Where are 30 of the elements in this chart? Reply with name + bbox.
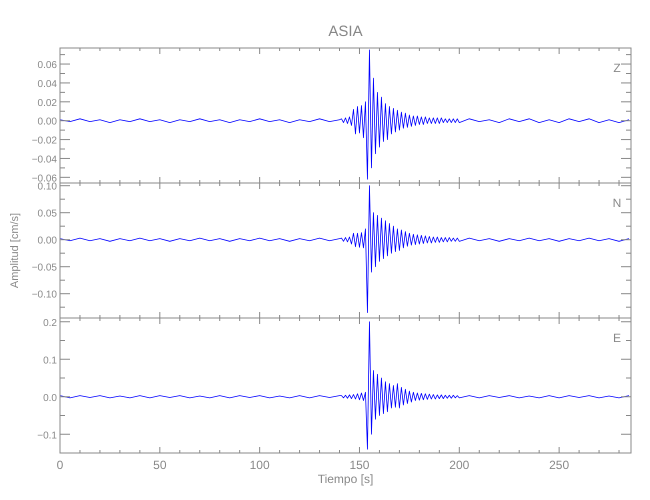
- text: N: [612, 196, 622, 210]
- x-tick-label: 200: [449, 458, 470, 472]
- line-series: [60, 321, 630, 450]
- y-tick-label: 0.00: [38, 236, 58, 247]
- y-tick-label: 0.1: [43, 355, 58, 366]
- y-tick-label: 0.02: [38, 98, 58, 109]
- y-tick-label: −0.02: [32, 136, 58, 147]
- y-tick-label: 0.2: [43, 318, 58, 329]
- line-series: [60, 185, 630, 313]
- y-tick-label: −0.05: [32, 262, 58, 274]
- y-tick-label: 0.00: [38, 116, 58, 128]
- x-axis-title: Tiempo [s]: [318, 472, 374, 486]
- text: E: [612, 331, 622, 345]
- y-tick-label: −0.10: [32, 290, 58, 301]
- line-series: [60, 49, 630, 180]
- y-tick-label: 0.05: [38, 208, 58, 220]
- y-tick-label: 0.06: [38, 60, 58, 72]
- y-tick-label: 0.0: [43, 392, 58, 404]
- y-axis-title: Amplitud [cm/s]: [9, 212, 21, 288]
- y-tick-label: 0.04: [38, 78, 58, 90]
- x-tick-label: 0: [56, 458, 64, 472]
- x-tick-label: 100: [250, 458, 270, 472]
- text: Z: [613, 61, 621, 75]
- x-tick-label: 150: [349, 458, 370, 472]
- y-tick-label: 0.10: [38, 182, 58, 193]
- y-tick-label: −0.04: [32, 154, 58, 166]
- y-tick-label: −0.1: [37, 430, 58, 442]
- x-tick-label: 50: [153, 458, 167, 472]
- chart-title: ASIA: [328, 23, 363, 40]
- x-tick-label: 250: [549, 458, 570, 472]
